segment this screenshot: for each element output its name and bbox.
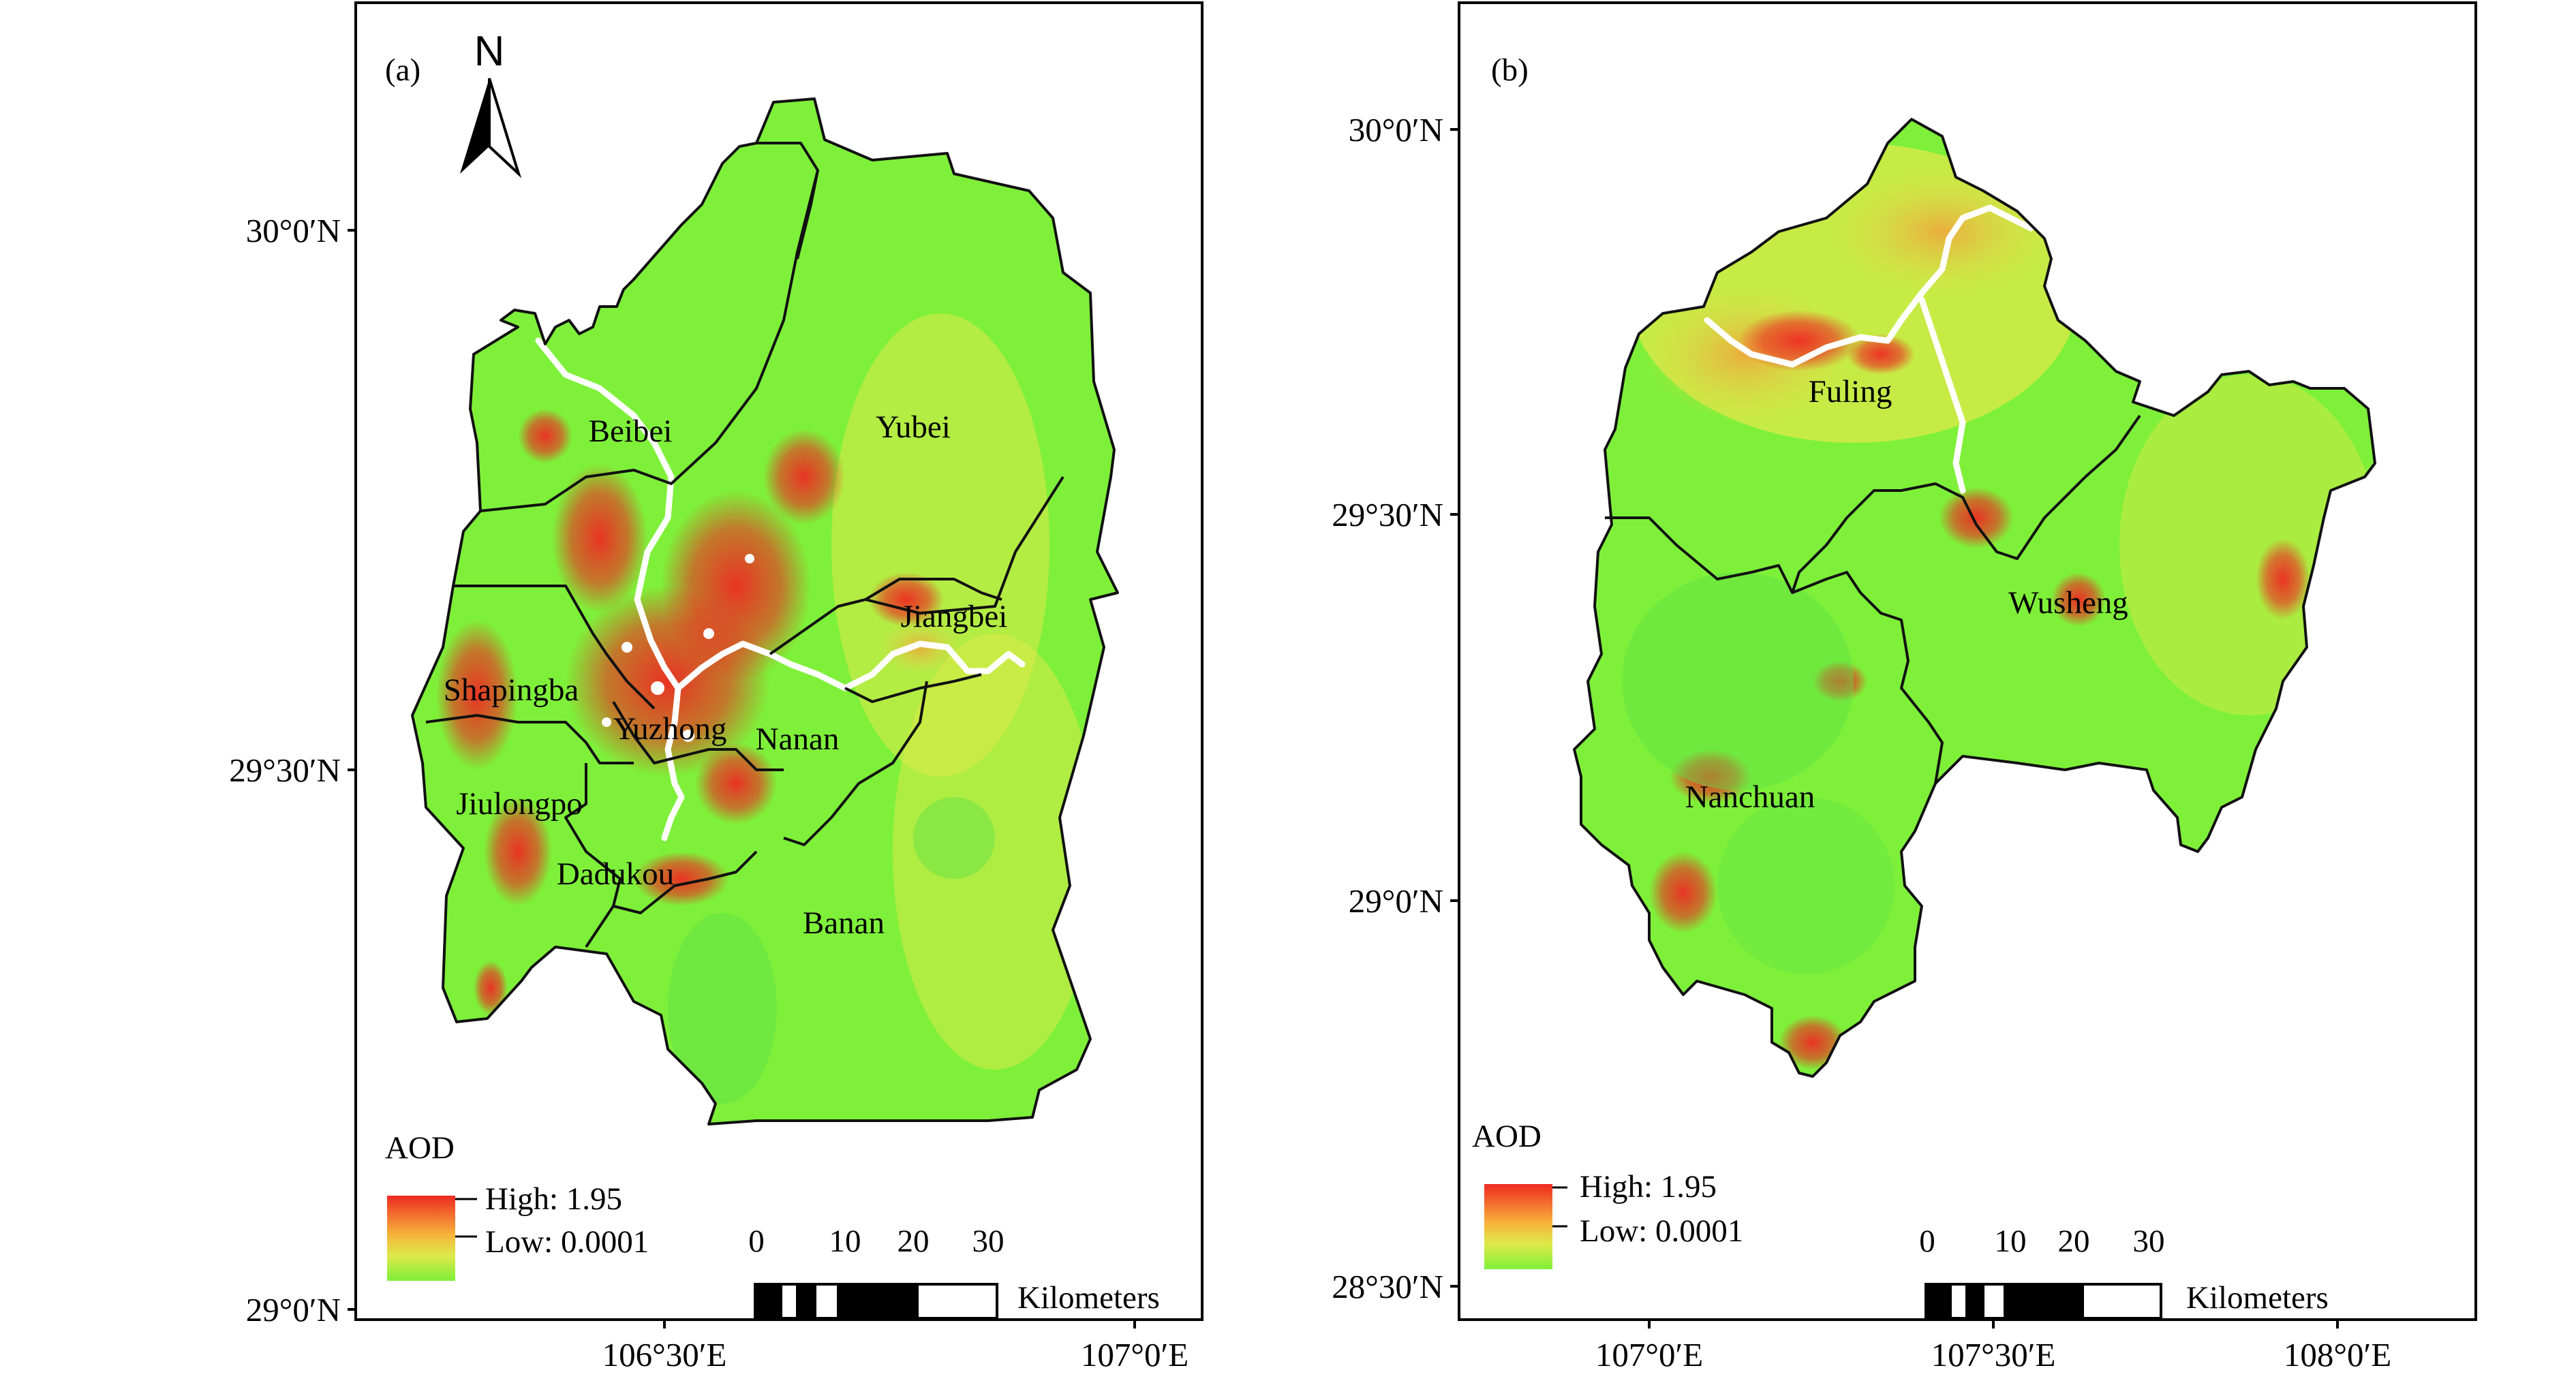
boundary-yubei-jiangbei (769, 476, 1064, 655)
wu-river-b (1918, 296, 1966, 494)
lon-tick-label: 106°30′E (602, 1336, 727, 1373)
scale-unit: Kilometers (2186, 1280, 2329, 1316)
district-label: Dadukou (557, 856, 674, 892)
panel-a-legend: AOD High: 1.95 Low: 0.0001 (385, 1130, 649, 1281)
boundary-beibei-yubei (480, 142, 819, 512)
district-label: Nanchuan (1685, 779, 1815, 815)
lon-tick-label: 108°0′E (2284, 1336, 2391, 1373)
lat-tick-label: 29°0′N (1349, 882, 1443, 920)
lon-tick-label: 107°0′E (1595, 1336, 1703, 1373)
lat-tick-label: 29°0′N (246, 1291, 341, 1328)
lat-tick-label: 30°0′N (1349, 111, 1443, 149)
district-label: Shapingba (444, 672, 579, 708)
legend-high: High: 1.95 (485, 1181, 622, 1217)
boundary-fuling-wusheng (1791, 414, 2141, 593)
jialing-river-a (661, 685, 685, 841)
north-arrow-icon: N (460, 28, 522, 178)
district-label: Jiulongpo (456, 786, 582, 822)
panel-b-label: (b) (1491, 52, 1529, 88)
lat-tick-label: 28°30′N (1332, 1268, 1443, 1305)
boundary-dadukou-south (585, 905, 615, 948)
legend-title: AOD (1472, 1119, 1542, 1154)
lon-tick-label: 107°0′E (1081, 1336, 1189, 1373)
scale-tick-label: 0 (748, 1224, 765, 1259)
legend-low: Low: 0.0001 (1580, 1213, 1743, 1249)
district-label: Wusheng (2008, 585, 2128, 621)
legend-color-ramp (1484, 1184, 1552, 1269)
panel-b-outline (1573, 118, 2376, 1078)
scale-tick-label: 0 (1919, 1224, 1935, 1259)
scale-tick-label: 20 (898, 1224, 930, 1259)
boundary-nanchuan-north (1605, 516, 1944, 784)
legend-title: AOD (385, 1130, 455, 1166)
north-label: N (474, 28, 505, 75)
boundary-yuzhong (612, 700, 784, 771)
district-label: Fuling (1809, 374, 1892, 409)
district-label: Yubei (876, 409, 951, 445)
panel-b: 30°0′N 29°30′N 29°0′N 28°30′N 107°0′E 10… (1332, 1, 2477, 1373)
boundary-nanan-banan (783, 681, 928, 846)
scale-tick-label: 20 (2058, 1224, 2090, 1259)
panel-a-label: (a) (385, 52, 420, 88)
scale-tick-label: 30 (972, 1224, 1005, 1259)
yangtze-river-b (1704, 204, 2034, 368)
scale-unit: Kilometers (1017, 1280, 1160, 1316)
panel-b-district-labels: Fuling Wusheng Nanchuan (1685, 374, 2128, 815)
panel-a-aod-hotspots (436, 313, 1097, 1104)
scale-tick-label: 30 (2133, 1224, 2165, 1259)
boundary-yubei-north (796, 170, 819, 260)
district-label: Beibei (589, 414, 673, 449)
panel-b-scale-bar: 0 10 20 30 Kilometers (1919, 1224, 2329, 1320)
panel-a-outline (411, 97, 1119, 1125)
panel-a-axes: 30°0′N 29°30′N 29°0′N 106°30′E 107°0′E (229, 212, 1189, 1373)
boundary-jiangbei-top (864, 578, 1002, 601)
panel-b-map (1573, 118, 2376, 1078)
boundary-jiangbei-bottom (844, 673, 982, 703)
legend-low: Low: 0.0001 (485, 1224, 649, 1260)
district-label: Jiangbei (901, 599, 1008, 634)
panel-a-map (411, 97, 1119, 1125)
legend-color-ramp (387, 1196, 455, 1281)
boundary-shapingba-north (453, 585, 656, 710)
panel-b-axes: 30°0′N 29°30′N 29°0′N 28°30′N 107°0′E 10… (1332, 111, 2391, 1373)
scale-tick-label: 10 (1995, 1224, 2027, 1259)
panel-a-scale-bar: 0 10 20 30 Kilometers (748, 1224, 1160, 1320)
boundary-shapingba-jiulongpo (425, 714, 634, 764)
panel-b-legend: AOD High: 1.95 Low: 0.0001 (1472, 1119, 1743, 1269)
district-label: Nanan (756, 721, 840, 757)
lon-tick-label: 107°30′E (1931, 1336, 2056, 1373)
lat-tick-label: 30°0′N (246, 212, 341, 249)
scale-tick-label: 10 (829, 1224, 861, 1259)
lat-tick-label: 29°30′N (1332, 496, 1443, 533)
yangtze-river-a (535, 337, 1026, 692)
district-label: Yuzhong (613, 711, 726, 747)
legend-high: High: 1.95 (1580, 1169, 1717, 1205)
panel-a-district-labels: Beibei Yubei Jiangbei Shapingba Yuzhong … (444, 409, 1008, 941)
panel-a: 30°0′N 29°30′N 29°0′N 106°30′E 107°0′E (… (229, 1, 1203, 1373)
lat-tick-label: 29°30′N (229, 751, 341, 789)
district-label: Banan (803, 905, 885, 941)
